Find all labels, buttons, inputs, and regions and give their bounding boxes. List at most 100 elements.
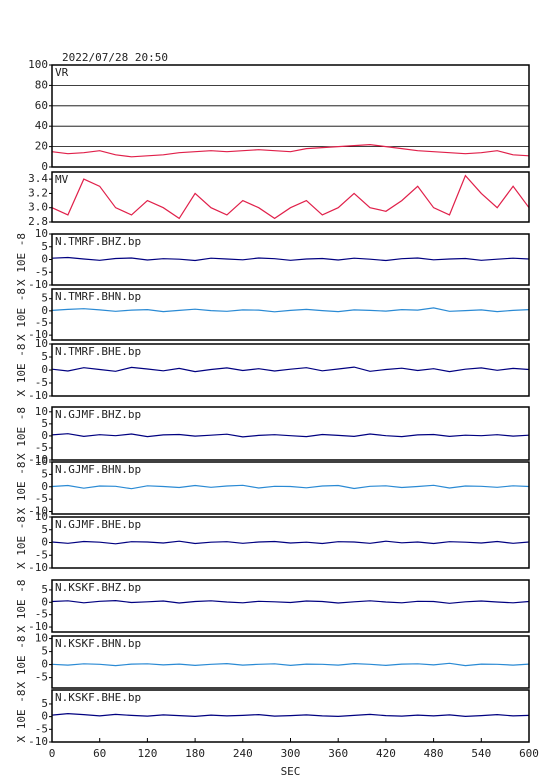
y-tick-label: 0 [41,160,48,173]
y-axis-label: X 10E -8 [15,233,28,286]
x-tick-label: 120 [137,747,157,760]
y-tick-label: 10 [35,455,48,468]
y-tick-label: -10 [28,453,48,466]
y-tick-label: -5 [35,671,48,684]
y-tick-label: 80 [35,78,48,91]
y-tick-label: -5 [35,441,48,454]
x-tick-label: 0 [49,747,56,760]
y-tick-label: 3.2 [28,186,48,199]
series-line [51,484,530,490]
x-tick-label: 180 [185,747,205,760]
y-tick-label: 10 [35,510,48,523]
y-tick-label: 2.8 [28,215,48,228]
y-tick-label: 5 [41,645,48,658]
y-tick-label: 10 [35,227,48,240]
series-line [51,174,530,220]
series-label: VR [55,66,69,79]
x-tick-label: 240 [233,747,253,760]
y-tick-label: -5 [35,608,48,621]
y-tick-label: 60 [35,99,48,112]
y-axis-label: X 10E -8 [15,636,28,689]
y-tick-label: 0 [41,658,48,671]
chart-title: 2022/07/28 20:50 [62,51,168,64]
y-tick-label: 5 [41,583,48,596]
panel-frame [51,516,530,569]
y-tick-label: -10 [28,389,48,402]
y-axis-label: X 10E -8 [15,516,28,569]
series-label: MV [55,173,69,186]
y-tick-label: 10 [35,405,48,418]
x-tick-label: 300 [281,747,301,760]
x-tick-label: 360 [328,747,348,760]
y-tick-label: -5 [35,376,48,389]
x-axis-label: SEC [281,765,301,778]
series-line [51,366,530,373]
panel-frame [51,579,530,633]
series-label: N.GJMF.BHZ.bp [55,408,141,421]
y-tick-label: 10 [35,337,48,350]
y-tick-label: -10 [28,278,48,291]
series-label: N.KSKF.BHZ.bp [55,581,141,594]
panel-frame [51,171,530,223]
y-tick-label: -5 [35,722,48,735]
series-label: N.KSKF.BHN.bp [55,637,141,650]
x-tick-label: 480 [424,747,444,760]
y-tick-label: 0 [41,253,48,266]
y-tick-label: 3.0 [28,201,48,214]
y-tick-label: -10 [28,620,48,633]
series-line [51,143,530,158]
series-line [51,307,530,313]
y-tick-label: -5 [35,265,48,278]
series-line [51,433,530,438]
x-tick-label: 540 [471,747,491,760]
y-tick-label: 5 [41,467,48,480]
y-tick-label: 5 [41,292,48,305]
y-axis-label: X 10E -8 [15,690,28,743]
panel-frame [51,461,530,515]
x-tick-label: 600 [519,747,539,760]
series-line [51,662,530,667]
y-tick-label: -10 [28,561,48,574]
y-tick-label: 0 [41,595,48,608]
series-label: N.GJMF.BHE.bp [55,518,141,531]
series-line [51,256,530,262]
y-tick-label: 5 [41,240,48,253]
series-label: N.GJMF.BHN.bp [55,463,141,476]
x-tick-label: 420 [376,747,396,760]
y-tick-label: -5 [35,548,48,561]
y-tick-label: 0 [41,710,48,723]
y-tick-label: -10 [28,505,48,518]
x-tick-label: 60 [93,747,106,760]
y-axis-label: X 10E -8 [15,407,28,460]
panel-frame [51,406,530,461]
y-tick-label: 5 [41,417,48,430]
y-axis-label: X 10E -8 [15,462,28,515]
y-tick-label: -10 [28,328,48,341]
panel-frame [51,343,530,397]
panel-frame [51,635,530,689]
y-tick-label: 40 [35,119,48,132]
y-axis-label: X 10E -8 [15,288,28,341]
y-tick-label: -5 [35,316,48,329]
y-tick-label: 0 [41,363,48,376]
series-label: N.TMRF.BHN.bp [55,290,141,303]
y-tick-label: 0 [41,480,48,493]
y-tick-label: -5 [35,492,48,505]
panel-frame [51,64,530,168]
y-tick-label: 5 [41,350,48,363]
y-tick-label: 10 [35,632,48,645]
y-tick-label: 5 [41,523,48,536]
panel-frame [51,288,530,341]
y-tick-label: 100 [28,58,48,71]
y-tick-label: 3.4 [28,172,48,185]
y-tick-label: 0 [41,304,48,317]
y-axis-label: X 10E -8 [15,344,28,397]
panel-frame [51,233,530,286]
y-tick-label: -10 [28,735,48,748]
y-tick-label: 5 [41,697,48,710]
y-tick-label: 0 [41,429,48,442]
series-line [51,599,530,604]
y-tick-label: 0 [41,536,48,549]
